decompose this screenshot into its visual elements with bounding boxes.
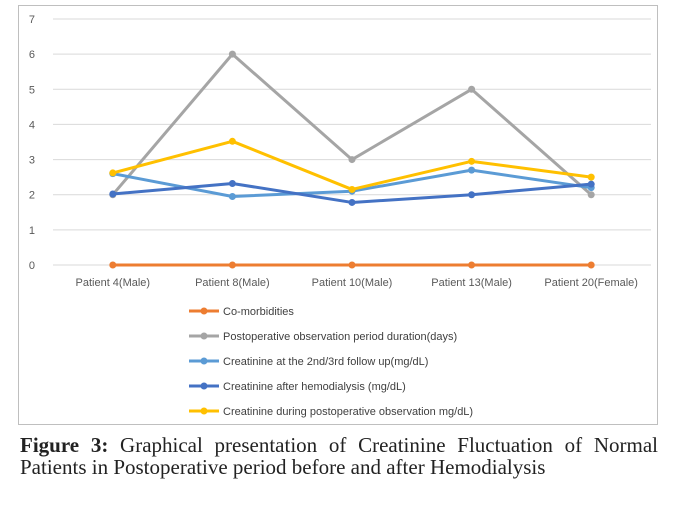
- legend-label: Co-morbidities: [223, 306, 294, 318]
- legend-item: Creatinine at the 2nd/3rd follow up(mg/d…: [189, 356, 428, 368]
- y-tick-label: 0: [29, 260, 35, 272]
- data-point: [468, 157, 476, 165]
- y-tick-label: 2: [29, 190, 35, 202]
- data-point: [468, 261, 476, 269]
- data-point: [228, 179, 236, 187]
- data-point: [587, 180, 595, 188]
- data-point: [468, 191, 476, 199]
- series-3: [109, 179, 595, 206]
- caption-label: Figure 3:: [20, 433, 109, 457]
- legend-label: Creatinine at the 2nd/3rd follow up(mg/d…: [223, 356, 428, 368]
- x-tick-label: Patient 8(Male): [195, 277, 270, 289]
- data-point: [587, 173, 595, 181]
- y-tick-label: 7: [29, 14, 35, 26]
- y-tick-label: 3: [29, 155, 35, 167]
- series-0: [109, 261, 595, 269]
- series-1: [109, 50, 595, 199]
- y-tick-label: 4: [29, 119, 35, 131]
- data-point: [587, 261, 595, 269]
- x-tick-label: Patient 10(Male): [312, 277, 393, 289]
- y-axis-ticks: 0 1 2 3 4 5 6 7: [29, 14, 35, 272]
- legend-swatch-marker: [200, 332, 208, 340]
- data-point: [468, 85, 476, 93]
- x-tick-label: Patient 13(Male): [431, 277, 512, 289]
- y-tick-label: 6: [29, 49, 35, 61]
- data-point: [348, 185, 356, 193]
- legend-item: Co-morbidities: [189, 306, 294, 318]
- legend-swatch-marker: [200, 357, 208, 365]
- data-point: [228, 50, 236, 58]
- data-point: [228, 261, 236, 269]
- data-point: [348, 156, 356, 164]
- legend-item: Creatinine after hemodialysis (mg/dL): [189, 381, 406, 393]
- data-point: [468, 166, 476, 174]
- legend-label: Creatinine after hemodialysis (mg/dL): [223, 381, 406, 393]
- series-line: [112, 139, 592, 191]
- legend-swatch-marker: [200, 307, 208, 315]
- legend-swatch-marker: [200, 382, 208, 390]
- gridlines: [53, 18, 651, 266]
- data-point: [228, 137, 236, 145]
- legend-item: Creatinine during postoperative observat…: [189, 406, 473, 418]
- y-tick-label: 1: [29, 225, 35, 237]
- series-4: [109, 137, 595, 193]
- series-lines: [109, 50, 595, 269]
- caption-text: Graphical presentation of Creatinine Flu…: [20, 433, 658, 479]
- x-axis-ticks: Patient 4(Male) Patient 8(Male) Patient 10…: [76, 277, 638, 289]
- legend: Co-morbidities Postoperative observation …: [189, 306, 473, 418]
- x-tick-label: Patient 4(Male): [76, 277, 151, 289]
- legend-label: Creatinine during postoperative observat…: [223, 406, 473, 418]
- legend-label: Postoperative observation period duratio…: [223, 331, 457, 343]
- data-point: [348, 261, 356, 269]
- x-tick-label: Patient 20(Female): [544, 277, 638, 289]
- data-point: [109, 261, 117, 269]
- data-point: [228, 192, 236, 200]
- data-point: [109, 169, 117, 177]
- y-tick-label: 5: [29, 84, 35, 96]
- data-point: [109, 190, 117, 198]
- data-point: [587, 191, 595, 199]
- figure-caption: Figure 3: Graphical presentation of Crea…: [20, 434, 658, 478]
- legend-swatch-marker: [200, 407, 208, 415]
- data-point: [348, 198, 356, 206]
- legend-item: Postoperative observation period duratio…: [189, 331, 457, 343]
